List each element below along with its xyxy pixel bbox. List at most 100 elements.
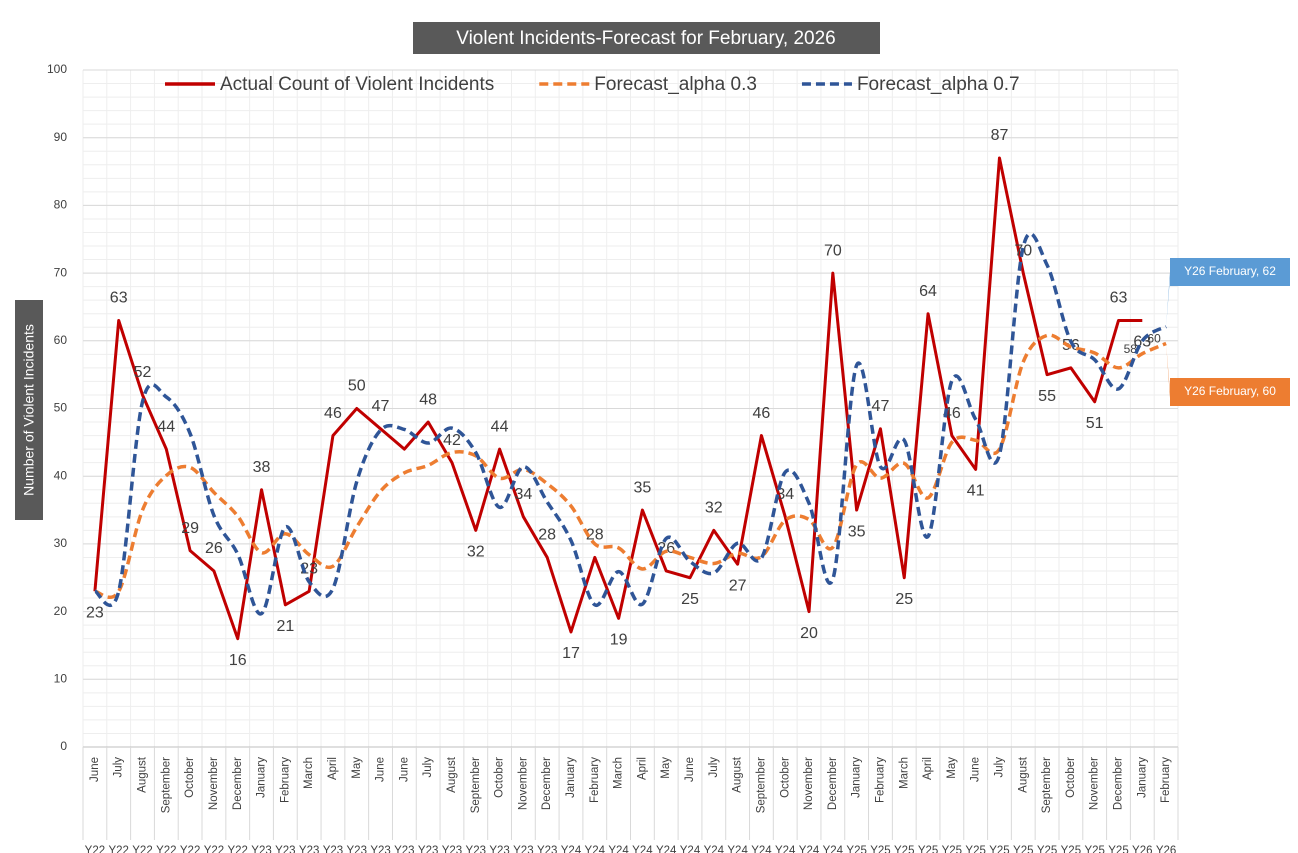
x-tick-label: August — [446, 756, 458, 793]
x-tick-label: April — [327, 757, 339, 780]
x-year-label: Y25 — [1084, 845, 1104, 853]
data-label: 25 — [895, 591, 913, 608]
x-year-label: Y25 — [965, 845, 985, 853]
x-tick-label: July — [993, 757, 1005, 778]
data-label: 51 — [1086, 415, 1104, 432]
data-label: 34 — [776, 486, 794, 503]
x-year-label: Y25 — [1013, 845, 1033, 853]
x-year-label: Y24 — [656, 845, 677, 853]
x-tick-label: September — [160, 757, 172, 813]
x-year-label: Y22 — [204, 845, 224, 853]
x-tick-label: November — [517, 757, 529, 810]
data-label: 25 — [681, 591, 699, 608]
y-tick-label: 10 — [54, 671, 68, 685]
x-year-label: Y24 — [775, 845, 796, 853]
x-year-label: Y25 — [1108, 845, 1128, 853]
x-year-label: Y25 — [1037, 845, 1057, 853]
data-label: 21 — [276, 618, 294, 635]
x-year-label: Y23 — [251, 845, 271, 853]
y-tick-label: 0 — [60, 739, 67, 753]
x-year-label: Y23 — [323, 845, 343, 853]
x-year-label: Y23 — [299, 845, 319, 853]
y-tick-label: 40 — [54, 468, 68, 482]
x-tick-label: July — [422, 757, 434, 778]
x-tick-label: June — [398, 757, 410, 782]
data-label: 29 — [181, 520, 199, 537]
y-tick-label: 60 — [54, 333, 68, 347]
x-tick-label: November — [803, 757, 815, 810]
title-box — [413, 22, 880, 54]
x-tick-label: June — [375, 757, 387, 782]
data-label: 50 — [348, 378, 366, 395]
x-year-label: Y23 — [370, 845, 390, 853]
data-label: 60 — [1147, 332, 1161, 346]
x-year-label: Y22 — [132, 845, 152, 853]
x-year-label: Y24 — [585, 845, 606, 853]
x-tick-label: October — [494, 757, 506, 798]
x-tick-label: January — [851, 757, 863, 798]
x-year-label: Y24 — [823, 845, 844, 853]
y-tick-label: 30 — [54, 536, 68, 550]
x-tick-label: October — [779, 757, 791, 798]
x-year-label: Y25 — [942, 845, 962, 853]
x-year-label: Y25 — [894, 845, 914, 853]
x-year-label: Y23 — [537, 845, 557, 853]
x-year-label: Y24 — [751, 845, 772, 853]
data-label: 44 — [491, 418, 509, 435]
data-label: 52 — [134, 364, 152, 381]
data-label: 58 — [1124, 342, 1138, 356]
data-label: 19 — [610, 632, 628, 649]
x-tick-label: May — [351, 757, 363, 779]
x-tick-label: March — [303, 757, 315, 789]
y-tick-label: 50 — [54, 401, 68, 415]
data-label: 47 — [372, 398, 390, 415]
x-year-label: Y25 — [918, 845, 938, 853]
x-tick-label: February — [874, 757, 886, 803]
x-year-label: Y23 — [347, 845, 367, 853]
x-tick-label: December — [1113, 757, 1125, 810]
x-tick-label: November — [208, 757, 220, 810]
annotation: Y26 February, 62 — [1184, 264, 1276, 278]
y-tick-label: 80 — [54, 198, 68, 212]
x-year-label: Y22 — [85, 845, 105, 853]
data-label: 64 — [919, 283, 937, 300]
x-tick-label: July — [708, 757, 720, 778]
y-tick-label: 90 — [54, 130, 68, 144]
x-year-label: Y23 — [513, 845, 533, 853]
x-tick-label: June — [684, 757, 696, 782]
data-label: 63 — [110, 290, 128, 307]
x-tick-label: May — [660, 757, 672, 779]
x-year-label: Y25 — [870, 845, 890, 853]
data-label: 46 — [324, 405, 342, 422]
data-label: 34 — [514, 486, 532, 503]
x-year-label: Y23 — [418, 845, 438, 853]
data-label: 32 — [705, 500, 723, 517]
x-tick-label: January — [256, 757, 268, 798]
x-tick-label: February — [279, 757, 291, 803]
x-year-label: Y25 — [989, 845, 1009, 853]
x-year-label: Y24 — [561, 845, 582, 853]
x-tick-label: April — [636, 757, 648, 780]
data-label: 32 — [467, 544, 485, 561]
data-label: 28 — [538, 527, 556, 544]
x-tick-label: February — [1160, 757, 1172, 803]
x-year-label: Y23 — [275, 845, 295, 853]
x-tick-label: October — [184, 757, 196, 798]
x-tick-label: August — [1017, 756, 1029, 793]
data-label: 35 — [634, 479, 652, 496]
data-label: 17 — [562, 645, 580, 662]
x-tick-label: September — [470, 757, 482, 813]
legend-label: Forecast_alpha 0.3 — [594, 74, 757, 95]
x-year-label: Y22 — [227, 845, 247, 853]
y-axis-label: Number of Violent Incidents — [21, 324, 37, 496]
x-year-label: Y24 — [704, 845, 725, 853]
y-tick-label: 70 — [54, 265, 68, 279]
data-label: 87 — [991, 127, 1009, 144]
x-tick-label: April — [922, 757, 934, 780]
x-tick-label: January — [565, 757, 577, 798]
y-label-box — [15, 300, 43, 520]
x-tick-label: October — [1065, 757, 1077, 798]
x-year-label: Y24 — [680, 845, 701, 853]
x-tick-label: September — [1041, 757, 1053, 813]
